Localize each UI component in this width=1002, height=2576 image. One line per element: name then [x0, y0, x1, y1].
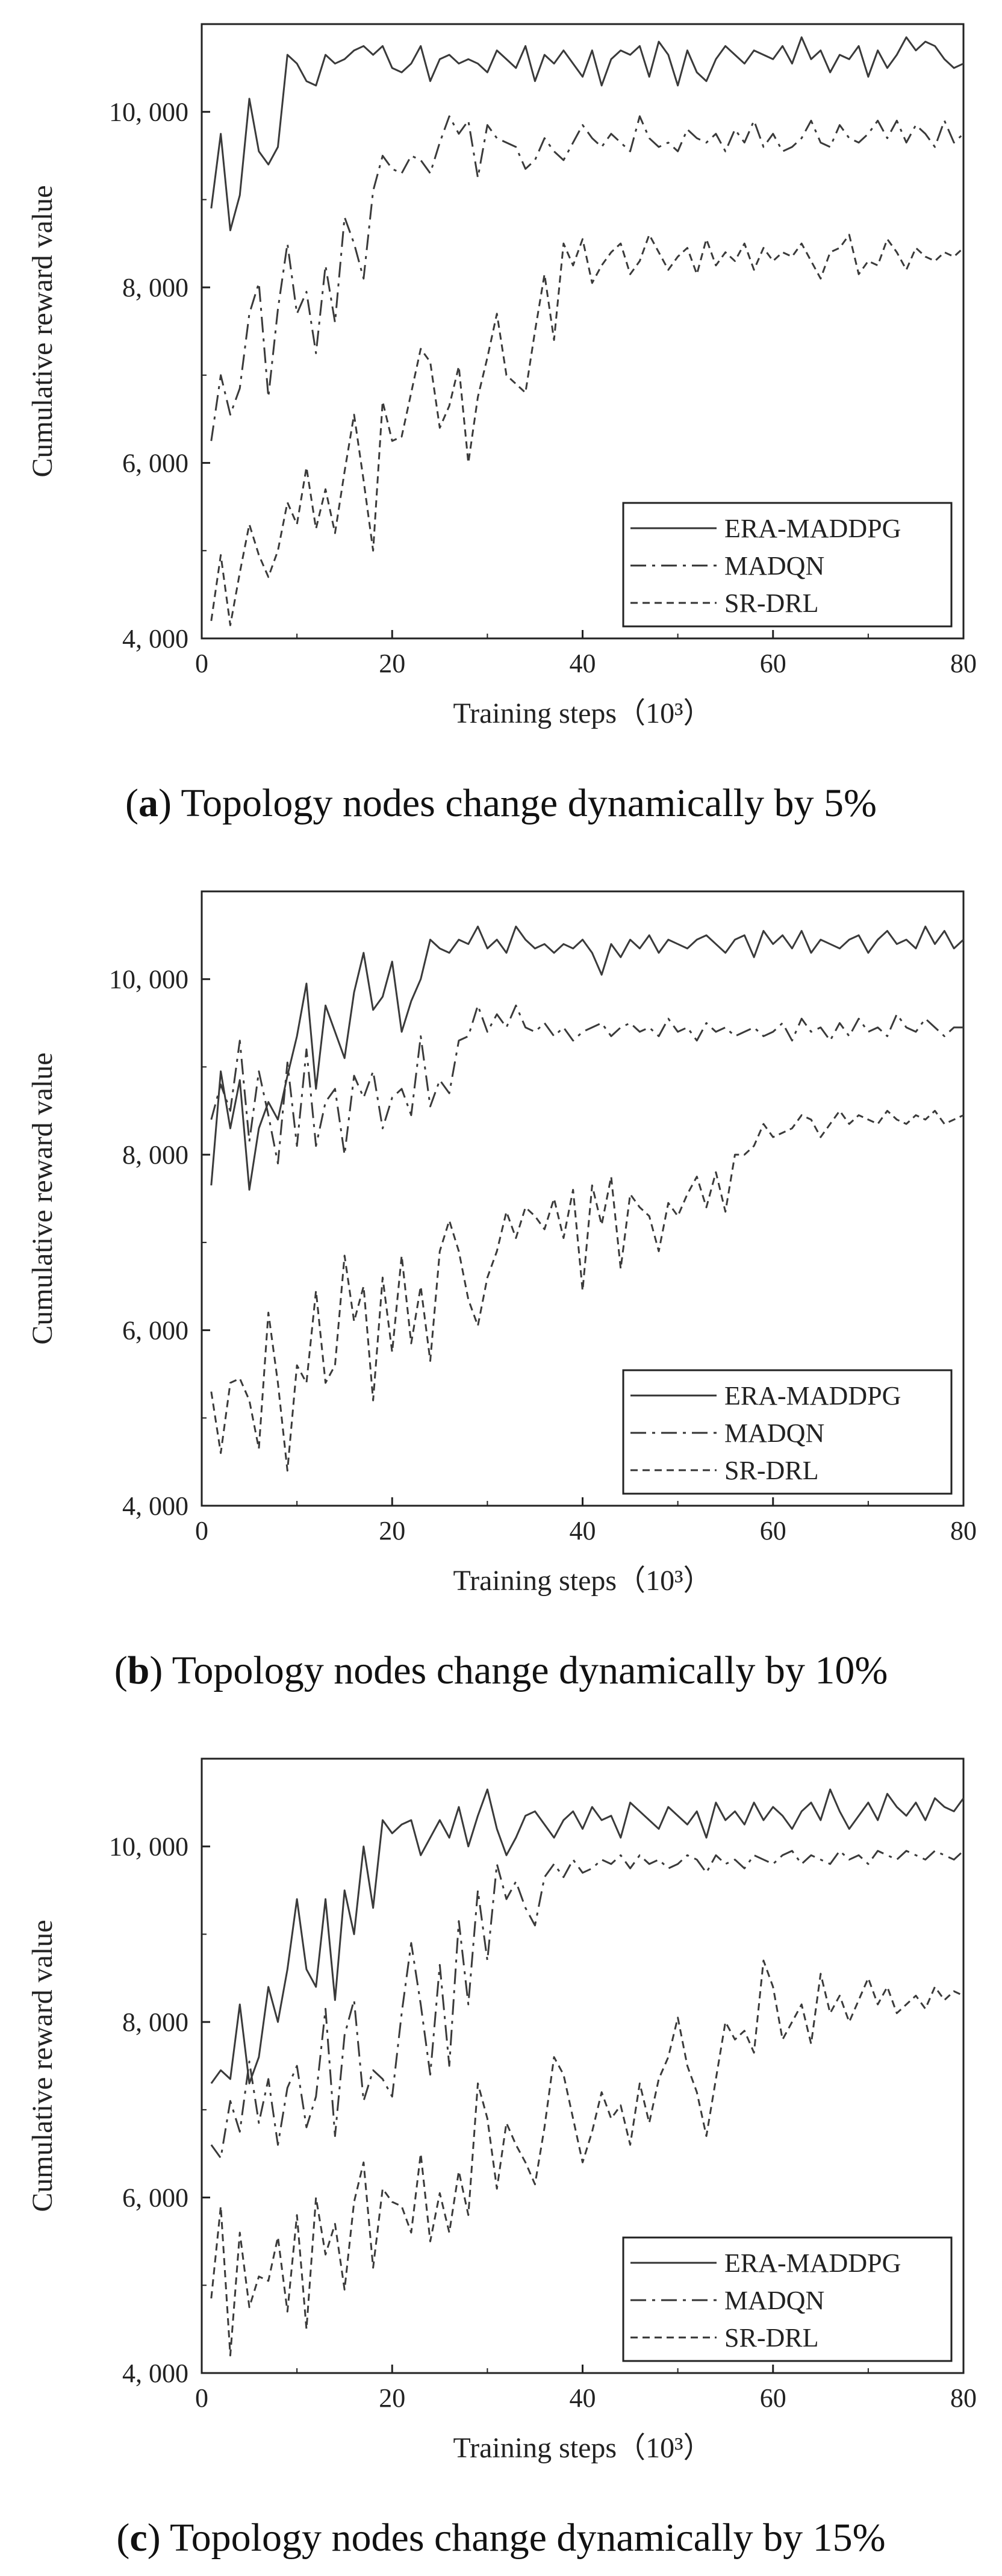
- legend-box: [622, 1369, 953, 1495]
- y-tick-label: 10, 000: [109, 965, 188, 994]
- x-tick-label: 0: [195, 1516, 208, 1545]
- x-tick-label: 40: [570, 649, 596, 678]
- y-tick-label: 10, 000: [109, 98, 188, 127]
- x-tick-label: 60: [760, 1516, 786, 1545]
- chart-c: 0 20 40 60 80 4, 000 6, 000 8, 000 10, 000 Traini…: [26, 1757, 977, 2464]
- series-line-era-maddpg: [210, 925, 965, 1191]
- y-axis-title: Cumulative reward value: [26, 1052, 58, 1344]
- y-axis-title: Cumulative reward value: [26, 1920, 58, 2212]
- legend-label: ERA-MADDPG: [724, 2248, 901, 2278]
- y-tick-label: 8, 000: [122, 273, 188, 302]
- chart-a: 0 20 40 60 80 4, 000 6, 000 8, 000 10, 000 Traini…: [26, 23, 977, 729]
- caption-letter: b: [127, 1648, 150, 1692]
- series-line-madqn: [210, 1850, 965, 2159]
- y-tick-label: 6, 000: [122, 449, 188, 478]
- series-line-madqn: [210, 1004, 963, 1165]
- legend-label: MADQN: [724, 2286, 824, 2315]
- x-tick-label: 0: [195, 2383, 208, 2413]
- y-tick-label: 4, 000: [122, 1491, 188, 1521]
- legend-label: SR-DRL: [724, 2323, 818, 2353]
- x-axis-title: Training steps（10³）: [453, 697, 712, 729]
- x-tick-label: 20: [379, 649, 405, 678]
- panel-a: 0 20 40 60 80 4, 000 6, 000 8, 000 10, 000 Traini…: [0, 0, 1002, 825]
- y-tick-label: 6, 000: [122, 2183, 188, 2213]
- caption-letter: a: [138, 781, 159, 825]
- y-tick-label: 10, 000: [109, 1832, 188, 1862]
- caption-c: (c) Topology nodes change dynamically by…: [116, 2516, 886, 2560]
- x-axis-title: Training steps（10³）: [453, 1565, 712, 1597]
- legend-label: ERA-MADDPG: [724, 514, 901, 543]
- x-tick-label: 20: [379, 1516, 405, 1545]
- x-tick-label: 20: [379, 2383, 405, 2413]
- x-axis-title: Training steps（10³）: [453, 2432, 712, 2464]
- series-line-era-maddpg: [210, 1788, 965, 2085]
- caption-text: Topology nodes change dynamically by 15%: [160, 2516, 886, 2560]
- legend-label: MADQN: [724, 1418, 824, 1448]
- caption-a: (a) Topology nodes change dynamically by…: [125, 781, 877, 825]
- caption-text: Topology nodes change dynamically by 5%: [172, 781, 877, 825]
- x-tick-label: 0: [195, 649, 208, 678]
- x-tick-label: 80: [950, 1516, 977, 1545]
- x-tick-label: 80: [950, 2383, 977, 2413]
- caption-letter: c: [129, 2516, 148, 2560]
- y-tick-label: 4, 000: [122, 2359, 188, 2388]
- x-tick-label: 60: [760, 2383, 786, 2413]
- chart-b: 0 20 40 60 80 4, 000 6, 000 8, 000 10, 000 Traini…: [26, 890, 977, 1597]
- y-axis-title: Cumulative reward value: [26, 185, 58, 477]
- caption-text: Topology nodes change dynamically by 10%: [163, 1648, 888, 1692]
- legend-label: SR-DRL: [724, 1456, 818, 1485]
- panel-c: 0 20 40 60 80 4, 000 6, 000 8, 000 10, 000 Traini…: [0, 1735, 1002, 2560]
- series-line-era-maddpg: [210, 36, 964, 231]
- legend-box: [622, 2236, 953, 2362]
- x-tick-label: 40: [570, 2383, 596, 2413]
- legend-box: [622, 502, 953, 628]
- legend-label: SR-DRL: [724, 588, 818, 618]
- series-line-sr-drl: [210, 1959, 964, 2357]
- y-tick-label: 6, 000: [122, 1316, 188, 1346]
- x-tick-label: 80: [950, 649, 977, 678]
- x-tick-label: 40: [570, 1516, 596, 1545]
- series-line-sr-drl: [210, 234, 965, 626]
- y-tick-label: 4, 000: [122, 624, 188, 653]
- series-line-sr-drl: [210, 1109, 964, 1472]
- caption-b: (b) Topology nodes change dynamically by…: [114, 1648, 888, 1692]
- legend-label: MADQN: [724, 551, 824, 581]
- panel-b: 0 20 40 60 80 4, 000 6, 000 8, 000 10, 000 Traini…: [0, 867, 1002, 1692]
- series-line-madqn: [210, 115, 965, 441]
- legend-label: ERA-MADDPG: [724, 1381, 901, 1411]
- y-tick-label: 8, 000: [122, 1140, 188, 1170]
- y-tick-label: 8, 000: [122, 2007, 188, 2037]
- x-tick-label: 60: [760, 649, 786, 678]
